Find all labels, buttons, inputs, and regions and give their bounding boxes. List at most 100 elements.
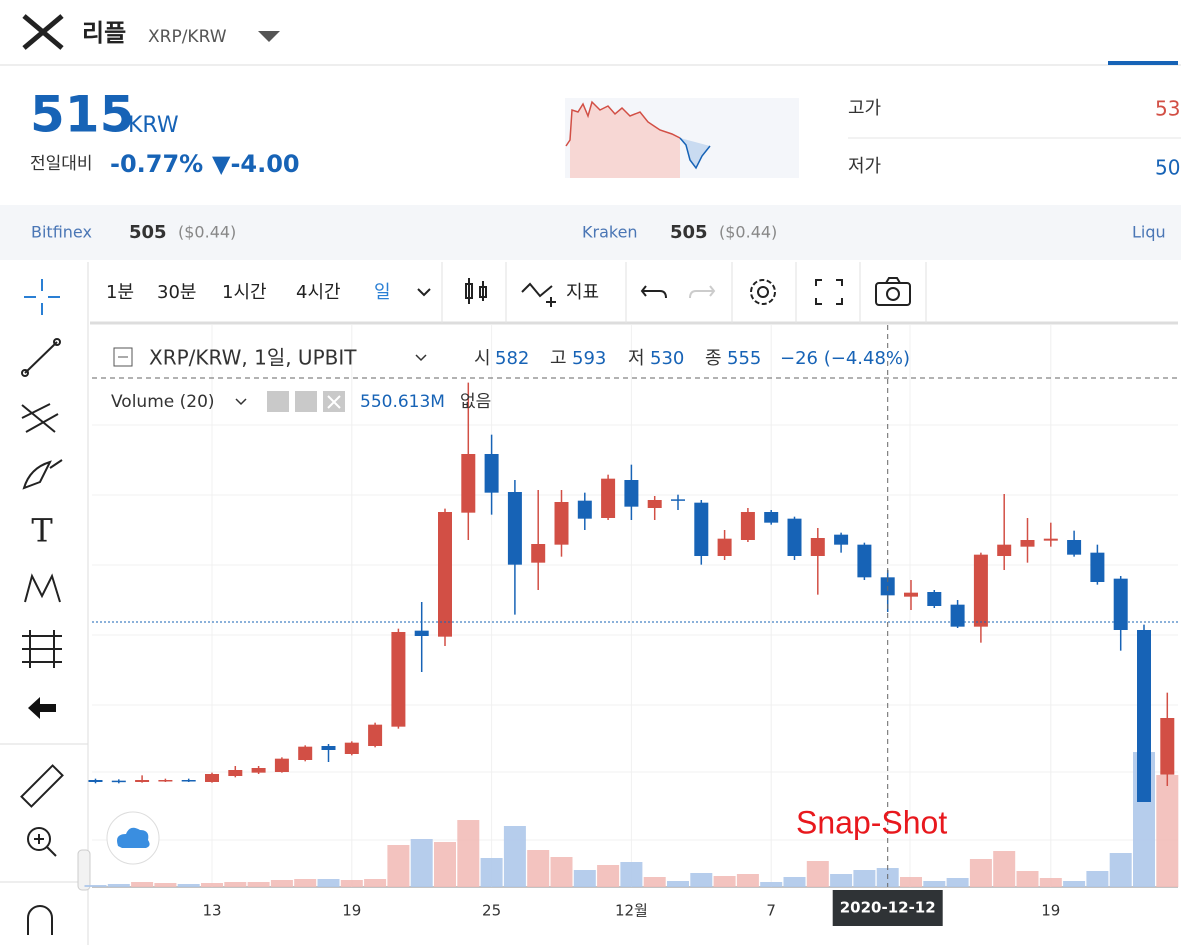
pair: XRP/KRW bbox=[148, 27, 227, 47]
redo[interactable] bbox=[689, 285, 716, 299]
undo[interactable] bbox=[640, 285, 667, 299]
trendline-tool[interactable] bbox=[21, 338, 61, 377]
x-tick-label: 25 bbox=[482, 902, 501, 920]
volume-bar bbox=[224, 882, 247, 887]
interval[interactable]: 4시간 bbox=[296, 282, 341, 303]
prediction-tool[interactable] bbox=[22, 630, 62, 668]
price: 515 bbox=[30, 86, 134, 144]
candle-body bbox=[857, 544, 872, 578]
candle-body bbox=[764, 512, 779, 523]
visibility-button[interactable] bbox=[267, 391, 289, 412]
exchange-bar bbox=[0, 205, 1181, 260]
volume-bar bbox=[527, 850, 550, 887]
coin-name: 리플 bbox=[82, 19, 126, 47]
candle-body bbox=[1020, 540, 1035, 547]
volume-bar bbox=[154, 883, 177, 887]
volume-bar bbox=[247, 882, 270, 887]
candle-body bbox=[461, 454, 476, 513]
ohlc-change: −26 (−4.48%) bbox=[780, 348, 910, 369]
collapse-legend[interactable] bbox=[113, 347, 133, 367]
indicator-button[interactable]: 지표 bbox=[566, 282, 599, 303]
x-tick-label: 7 bbox=[766, 902, 776, 920]
magnet-tool[interactable] bbox=[27, 905, 53, 935]
volume-bar bbox=[1109, 853, 1132, 887]
low-label: 저가 bbox=[848, 156, 881, 177]
fullscreen[interactable] bbox=[815, 279, 843, 305]
interval[interactable]: 30분 bbox=[157, 282, 196, 303]
candle-body bbox=[484, 454, 499, 493]
candle-body bbox=[391, 632, 406, 727]
volume-bar bbox=[1086, 871, 1109, 887]
back-tool[interactable] bbox=[28, 697, 56, 719]
text-tool[interactable]: T bbox=[31, 512, 53, 550]
candle-body bbox=[251, 768, 266, 773]
x-tick-label: 12월 bbox=[615, 902, 648, 920]
candle-body bbox=[927, 592, 942, 606]
chart-pane: 13 19 25 12월 7 19 2020-12-12 bbox=[84, 325, 1179, 926]
chart-type-button[interactable] bbox=[465, 278, 487, 304]
volume-bar bbox=[1063, 881, 1086, 887]
chart-overlay: XRP/KRW, 1일, UPBIT 시 582 고 593 저 530 종 5… bbox=[106, 346, 947, 865]
volume-bar bbox=[690, 873, 713, 887]
pattern-tool[interactable] bbox=[24, 573, 61, 603]
candle-body bbox=[414, 630, 429, 636]
candle-body bbox=[368, 724, 383, 746]
ohlc-label: 시 bbox=[474, 348, 491, 369]
exchange-price: 505 bbox=[129, 222, 167, 243]
volume-bar bbox=[900, 877, 922, 887]
exchange-price: 505 bbox=[670, 222, 708, 243]
collapse-handle[interactable] bbox=[77, 849, 91, 891]
ohlc-label: 종 bbox=[705, 348, 722, 369]
change-abs: ▼-4.00 bbox=[212, 150, 300, 178]
volume-bar bbox=[620, 862, 643, 887]
candle-body bbox=[647, 500, 662, 508]
candle-body bbox=[181, 780, 196, 782]
volume-bar bbox=[667, 881, 689, 887]
volume-bar bbox=[1156, 775, 1179, 887]
volume-bar bbox=[84, 885, 107, 887]
volume-bar bbox=[340, 880, 363, 887]
interval[interactable]: 1분 bbox=[106, 282, 134, 303]
fib-tool[interactable] bbox=[21, 403, 59, 433]
indicator-icon[interactable] bbox=[521, 282, 556, 307]
series-title: XRP/KRW, 1일, UPBIT bbox=[149, 346, 357, 370]
exchange-name: Kraken bbox=[582, 223, 638, 242]
remove-button bbox=[327, 395, 341, 409]
volume-bar bbox=[783, 877, 806, 887]
candle-body bbox=[1067, 540, 1082, 555]
candle-body bbox=[205, 774, 219, 782]
brush-tool[interactable] bbox=[22, 459, 63, 490]
low-value: 50 bbox=[1155, 156, 1180, 180]
volume-bar bbox=[643, 877, 666, 887]
exchange-name: Bitfinex bbox=[31, 223, 92, 242]
interval-dropdown[interactable] bbox=[417, 288, 431, 297]
volume-bar bbox=[387, 845, 410, 887]
volume-dropdown[interactable] bbox=[235, 398, 247, 406]
volume-bar bbox=[760, 882, 783, 887]
volume-bar bbox=[713, 876, 736, 887]
candle-body bbox=[834, 534, 849, 545]
candle-body bbox=[671, 499, 685, 501]
ruler-tool[interactable] bbox=[20, 764, 64, 808]
volume-title: Volume (20) bbox=[111, 392, 215, 412]
currency: KRW bbox=[128, 113, 179, 138]
volume-readout: 550.613M bbox=[360, 392, 445, 412]
candle-body bbox=[1113, 578, 1128, 630]
volume-bar bbox=[457, 820, 480, 887]
interval-active[interactable]: 일 bbox=[374, 282, 391, 303]
settings[interactable] bbox=[750, 279, 776, 305]
volume-bar bbox=[1039, 878, 1062, 887]
sparkline bbox=[565, 98, 799, 178]
dropdown-arrow[interactable] bbox=[258, 31, 280, 42]
crosshair-tool[interactable] bbox=[24, 279, 60, 315]
series-dropdown[interactable] bbox=[415, 354, 427, 362]
interval[interactable]: 1시간 bbox=[222, 282, 267, 303]
zoom-tool[interactable] bbox=[27, 827, 57, 857]
candle-body bbox=[1090, 552, 1105, 582]
candle-body bbox=[111, 780, 126, 783]
volume-bar bbox=[201, 883, 223, 887]
screenshot[interactable] bbox=[875, 277, 911, 306]
x-tick-label: 19 bbox=[342, 902, 361, 920]
settings-button[interactable] bbox=[295, 391, 317, 412]
